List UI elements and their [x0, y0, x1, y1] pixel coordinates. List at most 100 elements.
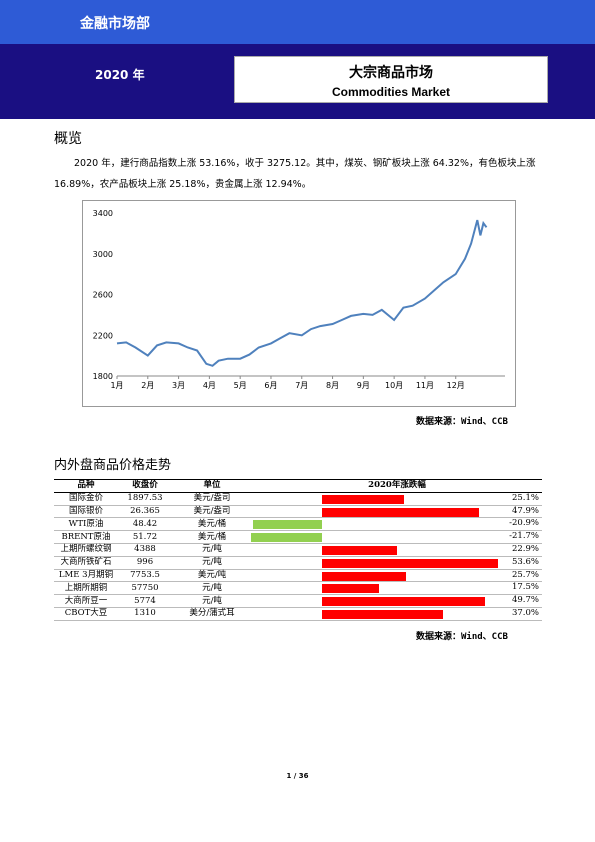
change-label: 49.7%	[511, 595, 539, 606]
row-change-cell: 25.1%	[252, 492, 542, 506]
table-row: CBOT大豆 1310 美分/蒲式耳 37.0%	[54, 607, 542, 621]
report-year: 2020 年	[95, 68, 145, 82]
row-close: 4388	[118, 543, 172, 557]
row-close: 48.42	[118, 517, 172, 532]
row-close: 7753.5	[118, 569, 172, 583]
overview-heading: 概览	[54, 131, 82, 147]
change-label: -20.9%	[509, 518, 539, 529]
x-tick-label: 7月	[295, 381, 308, 390]
row-name: 国际金价	[54, 492, 118, 506]
x-tick-label: 8月	[326, 381, 339, 390]
row-unit: 元/吨	[172, 543, 252, 557]
index-chart: 1800 2200 2600 3000 3400 1月 2月 3月 4月 5月 6月 7月 8月 9月 10…	[82, 200, 516, 407]
x-tick-label: 2月	[141, 381, 154, 390]
col-header-change: 2020年涨跌幅	[252, 479, 542, 493]
row-change-cell: -20.9%	[252, 517, 542, 532]
change-bar	[322, 609, 444, 619]
table-row: 大商所豆一 5774 元/吨 49.7%	[54, 594, 542, 608]
row-name: LME 3月期铜	[54, 569, 118, 583]
table-row: 国际银价 26.365 美元/盎司 47.9%	[54, 505, 542, 519]
index-line-chart: 1800 2200 2600 3000 3400 1月 2月 3月 4月 5月 6月 7月 8月 9月 10…	[93, 209, 505, 390]
row-close: 1897.53	[118, 492, 172, 506]
y-tick-label: 3400	[93, 209, 113, 218]
x-tick-label: 9月	[357, 381, 370, 390]
row-change-cell: 17.5%	[252, 581, 542, 596]
change-bar	[322, 545, 398, 555]
row-unit: 元/吨	[172, 581, 252, 596]
change-label: 22.9%	[511, 543, 539, 554]
row-name: BRENT原油	[54, 530, 118, 544]
x-tick-label: 5月	[234, 381, 247, 390]
y-tick-label: 2600	[93, 291, 113, 300]
y-tick-label: 1800	[93, 372, 113, 381]
row-name: 上期所螺纹钢	[54, 543, 118, 557]
change-bar	[322, 584, 380, 594]
row-change-cell: 37.0%	[252, 607, 542, 621]
row-change-cell: 49.7%	[252, 594, 542, 608]
row-unit: 元/吨	[172, 556, 252, 570]
row-change-cell: 53.6%	[252, 556, 542, 570]
row-change-cell: 25.7%	[252, 569, 542, 583]
price-table: 品种 收盘价 单位 2020年涨跌幅 国际金价 1897.53 美元/盎司 25.1%…	[54, 479, 542, 621]
row-close: 1310	[118, 607, 172, 621]
row-unit: 元/吨	[172, 594, 252, 608]
change-label: 53.6%	[511, 556, 539, 567]
change-bar	[253, 520, 322, 530]
row-change-cell: -21.7%	[250, 530, 542, 544]
row-close: 51.72	[118, 530, 172, 544]
overview-paragraph: 2020 年，建行商品指数上涨 53.16%，收于 3275.12。其中，煤炭、…	[54, 158, 536, 190]
col-header-close: 收盘价	[118, 479, 172, 493]
row-name: 大商所铁矿石	[54, 556, 118, 570]
change-bar	[250, 533, 322, 543]
row-unit: 美元/盎司	[172, 505, 252, 519]
table-row: 上期所螺纹钢 4388 元/吨 22.9%	[54, 543, 542, 557]
table-row: 上期所期铜 57750 元/吨 17.5%	[54, 581, 542, 596]
x-tick-label: 4月	[203, 381, 216, 390]
row-unit: 美分/蒲式耳	[172, 607, 252, 621]
x-tick-label: 6月	[264, 381, 277, 390]
change-label: 47.9%	[511, 505, 539, 516]
row-close: 5774	[118, 594, 172, 608]
table-row: 大商所铁矿石 996 元/吨 53.6%	[54, 556, 542, 570]
x-tick-label: 1月	[110, 381, 123, 390]
row-unit: 美元/桶	[172, 517, 252, 532]
x-tick-label: 11月	[416, 381, 434, 390]
change-bar	[322, 494, 405, 504]
table-row: LME 3月期铜 7753.5 美元/吨 25.7%	[54, 569, 542, 583]
y-tick-label: 2200	[93, 331, 113, 340]
table-source: 数据来源：Wind、CCB	[416, 632, 508, 642]
row-unit: 美元/吨	[172, 569, 252, 583]
row-name: CBOT大豆	[54, 607, 118, 621]
x-tick-label: 3月	[172, 381, 185, 390]
change-label: 25.1%	[511, 492, 539, 503]
row-change-cell: 22.9%	[252, 543, 542, 557]
chart-source: 数据来源：Wind、CCB	[416, 417, 508, 427]
y-tick-label: 3000	[93, 250, 113, 259]
header-band: 2020 年 大宗商品市场 Commodities Market	[0, 44, 595, 119]
change-label: 17.5%	[511, 582, 539, 593]
col-header-name: 品种	[54, 479, 118, 493]
x-tick-label: 10月	[385, 381, 403, 390]
page-number: 1 / 36	[286, 772, 309, 780]
prices-heading: 内外盘商品价格走势	[54, 458, 172, 473]
change-label: 25.7%	[511, 569, 539, 580]
row-close: 26.365	[118, 505, 172, 519]
change-bar	[322, 571, 407, 581]
row-unit: 美元/盎司	[172, 492, 252, 506]
x-tick-label: 12月	[447, 381, 465, 390]
table-header-row: 品种 收盘价 单位 2020年涨跌幅	[54, 479, 542, 493]
change-bar	[322, 507, 480, 517]
change-label: -21.7%	[509, 531, 539, 542]
row-unit: 美元/桶	[172, 530, 252, 544]
change-bar	[322, 597, 486, 607]
top-bar: 金融市场部	[0, 0, 595, 44]
table-row: WTI原油 48.42 美元/桶 -20.9%	[54, 517, 542, 532]
row-name: 国际银价	[54, 505, 118, 519]
table-row: BRENT原油 51.72 美元/桶 -21.7%	[54, 530, 542, 544]
change-label: 37.0%	[511, 607, 539, 618]
change-bar	[322, 558, 498, 568]
row-close: 57750	[118, 581, 172, 596]
row-name: 大商所豆一	[54, 594, 118, 608]
title-box: 大宗商品市场 Commodities Market	[234, 56, 548, 103]
row-change-cell: 47.9%	[252, 505, 542, 519]
